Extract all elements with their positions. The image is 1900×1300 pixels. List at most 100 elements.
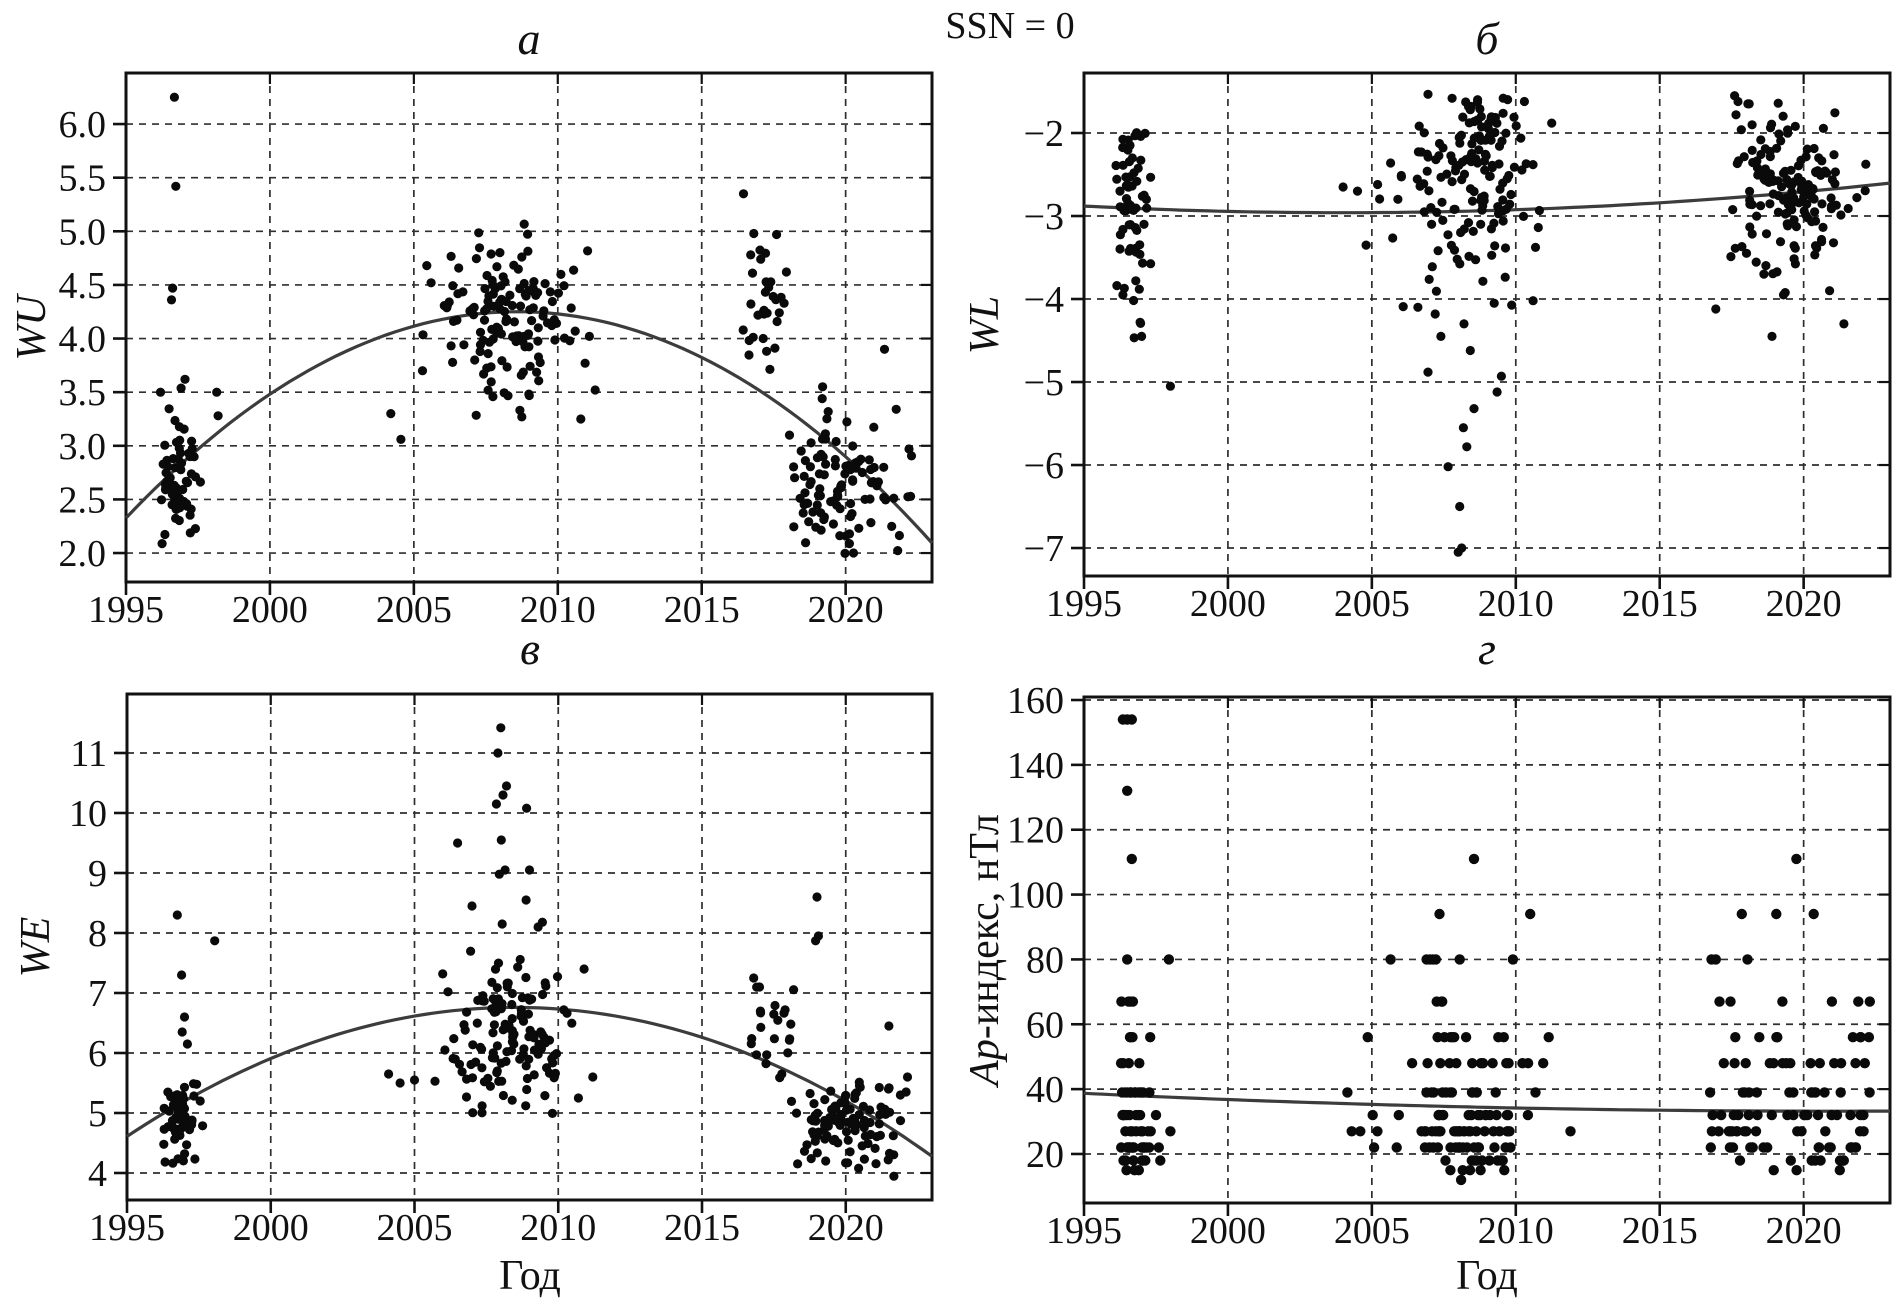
data-point bbox=[1386, 158, 1396, 168]
data-point bbox=[1516, 133, 1526, 143]
data-point bbox=[1498, 195, 1508, 205]
data-point bbox=[497, 999, 507, 1009]
data-point bbox=[1458, 423, 1468, 433]
x-tick-label: 1995 bbox=[1046, 583, 1122, 625]
y-tick-label: 4.5 bbox=[59, 265, 107, 307]
data-point bbox=[1129, 1165, 1140, 1176]
data-point bbox=[1789, 193, 1799, 203]
data-point bbox=[545, 287, 555, 297]
data-point bbox=[774, 308, 784, 318]
data-point bbox=[1481, 151, 1491, 161]
data-point bbox=[1135, 249, 1145, 259]
data-point bbox=[499, 388, 509, 398]
data-point bbox=[799, 1146, 810, 1156]
data-point bbox=[874, 1082, 884, 1093]
data-point bbox=[1132, 225, 1142, 235]
data-point bbox=[1416, 1126, 1427, 1137]
data-point bbox=[1122, 1087, 1133, 1098]
data-point bbox=[156, 495, 167, 505]
x-tick-label: 2005 bbox=[1334, 583, 1410, 625]
data-point bbox=[493, 748, 503, 758]
y-tick-label: 60 bbox=[1026, 1004, 1064, 1046]
data-point bbox=[880, 1104, 890, 1114]
panel-b: 1995 2000 2005 2010 2015 2020 −2 −3 −4 −5 −6 −7 bbox=[1024, 71, 1892, 625]
data-point bbox=[1799, 192, 1809, 202]
data-point bbox=[1473, 115, 1483, 125]
data-point bbox=[519, 219, 529, 229]
data-point bbox=[1447, 93, 1457, 103]
data-point bbox=[174, 1129, 184, 1139]
x-tick-label: 2005 bbox=[377, 1207, 453, 1249]
y-tick-label: −2 bbox=[1024, 113, 1064, 155]
data-point bbox=[1342, 1087, 1353, 1098]
data-point bbox=[559, 1005, 569, 1015]
data-point bbox=[1451, 1058, 1462, 1069]
data-point bbox=[1737, 242, 1747, 252]
y-tick-label: 20 bbox=[1026, 1134, 1064, 1176]
x-tick-label: 2015 bbox=[1622, 1210, 1698, 1252]
data-point bbox=[1469, 404, 1479, 414]
data-point bbox=[894, 530, 905, 541]
x-tick-label: 2020 bbox=[1766, 1210, 1842, 1252]
data-point bbox=[1731, 110, 1741, 120]
data-point bbox=[844, 539, 855, 549]
data-point bbox=[803, 498, 813, 508]
data-point bbox=[547, 296, 558, 307]
data-point bbox=[182, 1140, 192, 1150]
data-point bbox=[761, 1059, 771, 1069]
data-point bbox=[1845, 1109, 1856, 1121]
data-point bbox=[461, 1092, 472, 1102]
panel-a: 1995 2000 2005 2010 2015 2020 6.0 5.5 5.0 4.5 4.0 3… bbox=[59, 71, 934, 631]
data-point bbox=[1464, 251, 1474, 261]
y-tick-label: −3 bbox=[1024, 196, 1064, 238]
data-point bbox=[507, 1095, 517, 1105]
data-point bbox=[1745, 186, 1755, 196]
data-point bbox=[1827, 175, 1837, 185]
data-point bbox=[1756, 201, 1766, 211]
data-point bbox=[482, 270, 492, 281]
data-point bbox=[1437, 996, 1448, 1007]
trend-curve bbox=[126, 1005, 933, 1158]
data-point bbox=[417, 366, 428, 376]
data-point bbox=[459, 340, 469, 350]
data-point bbox=[1726, 252, 1736, 262]
data-point bbox=[1768, 1058, 1779, 1069]
data-point bbox=[1454, 954, 1465, 965]
data-point bbox=[509, 260, 519, 270]
data-point bbox=[522, 1073, 533, 1084]
data-point bbox=[1442, 169, 1452, 179]
data-point bbox=[448, 357, 458, 367]
data-point bbox=[1758, 1142, 1769, 1153]
panel-g: 1995 2000 2005 2010 2015 2020 160 140 120 100 80 60… bbox=[1007, 680, 1892, 1252]
panel-v-title: в bbox=[520, 623, 540, 674]
data-point bbox=[799, 471, 809, 481]
data-point bbox=[780, 1005, 790, 1015]
data-point bbox=[174, 422, 184, 432]
data-point bbox=[176, 383, 186, 393]
data-point bbox=[1855, 1032, 1866, 1043]
data-point bbox=[507, 300, 517, 311]
data-point bbox=[1528, 296, 1538, 306]
data-point bbox=[475, 327, 486, 337]
data-point bbox=[1406, 1058, 1418, 1069]
data-point bbox=[553, 288, 564, 298]
data-point bbox=[384, 1069, 394, 1079]
data-point bbox=[1825, 286, 1835, 296]
data-point bbox=[1791, 853, 1802, 865]
data-point bbox=[1119, 283, 1129, 293]
y-tick-label: 120 bbox=[1007, 810, 1064, 852]
data-point bbox=[446, 341, 456, 351]
data-point bbox=[1434, 908, 1445, 920]
data-point bbox=[475, 340, 486, 350]
data-point bbox=[179, 1082, 190, 1092]
data-point bbox=[848, 476, 858, 486]
x-tick-label: 2010 bbox=[520, 589, 596, 631]
data-point bbox=[1519, 96, 1529, 107]
data-point bbox=[1388, 233, 1398, 243]
data-point bbox=[1446, 240, 1456, 250]
data-point bbox=[1375, 194, 1385, 204]
data-point bbox=[785, 1034, 795, 1044]
y-tick-label: 4 bbox=[88, 1153, 107, 1195]
data-point bbox=[182, 1039, 192, 1049]
data-point bbox=[1368, 1142, 1380, 1153]
